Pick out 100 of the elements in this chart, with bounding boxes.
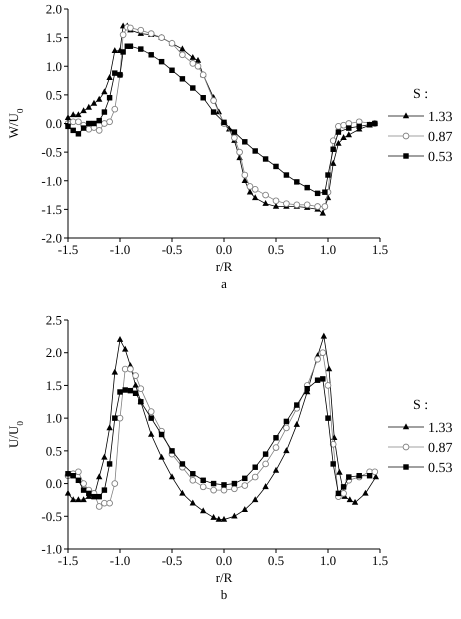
y-tick-label: -0.5	[41, 144, 62, 160]
point	[272, 466, 280, 473]
point	[158, 454, 165, 460]
point	[102, 487, 108, 493]
text: b	[220, 587, 228, 602]
point	[128, 388, 134, 394]
point	[210, 514, 217, 520]
x-tick-label: -0.5	[162, 553, 182, 568]
point	[137, 26, 144, 34]
x-tick-label: -1.0	[110, 553, 130, 568]
point	[366, 473, 372, 478]
point	[340, 490, 347, 497]
point	[231, 134, 238, 142]
point	[284, 418, 290, 424]
point	[340, 134, 347, 140]
y-tick-label: 0.0	[46, 116, 62, 131]
point	[190, 85, 196, 91]
point	[90, 100, 98, 106]
point	[112, 415, 118, 421]
point	[241, 482, 248, 489]
point	[322, 189, 328, 195]
y-tick-label: 0.5	[46, 87, 62, 102]
point	[106, 74, 113, 80]
point	[148, 430, 154, 437]
x-tick-label: 0.5	[268, 553, 284, 568]
point	[283, 424, 290, 432]
point	[70, 496, 76, 502]
x-axis-title: r/R	[216, 259, 233, 274]
point	[116, 336, 124, 342]
point	[273, 435, 279, 440]
point	[106, 424, 113, 430]
point	[137, 385, 144, 392]
point	[330, 440, 337, 448]
point	[246, 183, 254, 190]
point	[106, 118, 113, 126]
point	[180, 461, 186, 467]
y-tick-label: 2.0	[46, 2, 62, 16]
point	[112, 368, 118, 375]
point	[111, 106, 118, 113]
point	[148, 52, 154, 58]
point	[322, 203, 328, 210]
text: a	[221, 276, 228, 291]
point	[331, 434, 338, 440]
point	[101, 88, 108, 94]
point	[179, 51, 186, 58]
point	[138, 46, 144, 52]
point	[236, 148, 243, 156]
legend-label: 1.33	[428, 421, 452, 436]
legend-label: 0.53	[428, 461, 452, 476]
point	[132, 382, 139, 388]
y-tick-label: 2.5	[46, 312, 62, 328]
point	[320, 376, 326, 382]
point	[127, 366, 134, 372]
point	[106, 95, 112, 100]
legend-label: 0.87	[428, 441, 452, 456]
point	[216, 516, 222, 522]
point	[190, 54, 196, 60]
y-tick-label: 0.5	[46, 443, 62, 458]
point	[346, 496, 354, 502]
point	[242, 139, 248, 145]
point	[112, 70, 118, 76]
point	[76, 478, 82, 484]
point	[80, 496, 87, 502]
point	[314, 356, 321, 363]
point	[70, 111, 76, 118]
point	[80, 480, 87, 487]
point	[102, 109, 108, 115]
point	[284, 172, 290, 178]
point	[190, 471, 196, 476]
point	[200, 507, 206, 514]
point	[273, 164, 279, 170]
x-tick-label: 1.5	[372, 553, 388, 568]
point	[132, 390, 138, 396]
point	[346, 131, 352, 138]
point	[194, 62, 202, 70]
point	[190, 500, 196, 506]
y-tick-label: 0.0	[46, 476, 62, 492]
y-tick-label: -1.0	[41, 173, 62, 188]
point	[325, 415, 331, 421]
point	[70, 128, 76, 134]
point	[169, 448, 175, 454]
point	[241, 172, 248, 178]
point	[283, 200, 290, 207]
x-tick-label: 0.5	[268, 242, 284, 257]
y-tick-label: 1.0	[46, 58, 62, 74]
point	[210, 97, 217, 104]
point	[262, 156, 268, 162]
point	[330, 461, 336, 467]
point	[138, 399, 144, 405]
point	[76, 131, 82, 137]
point	[116, 414, 124, 422]
point	[314, 190, 320, 196]
point	[283, 447, 290, 454]
x-tick-label: 0.0	[216, 242, 232, 257]
point	[96, 503, 103, 510]
legend-title: S :	[413, 398, 428, 413]
point	[101, 500, 108, 507]
point	[200, 478, 206, 484]
legend-title: S :	[413, 87, 428, 102]
point	[220, 486, 228, 494]
